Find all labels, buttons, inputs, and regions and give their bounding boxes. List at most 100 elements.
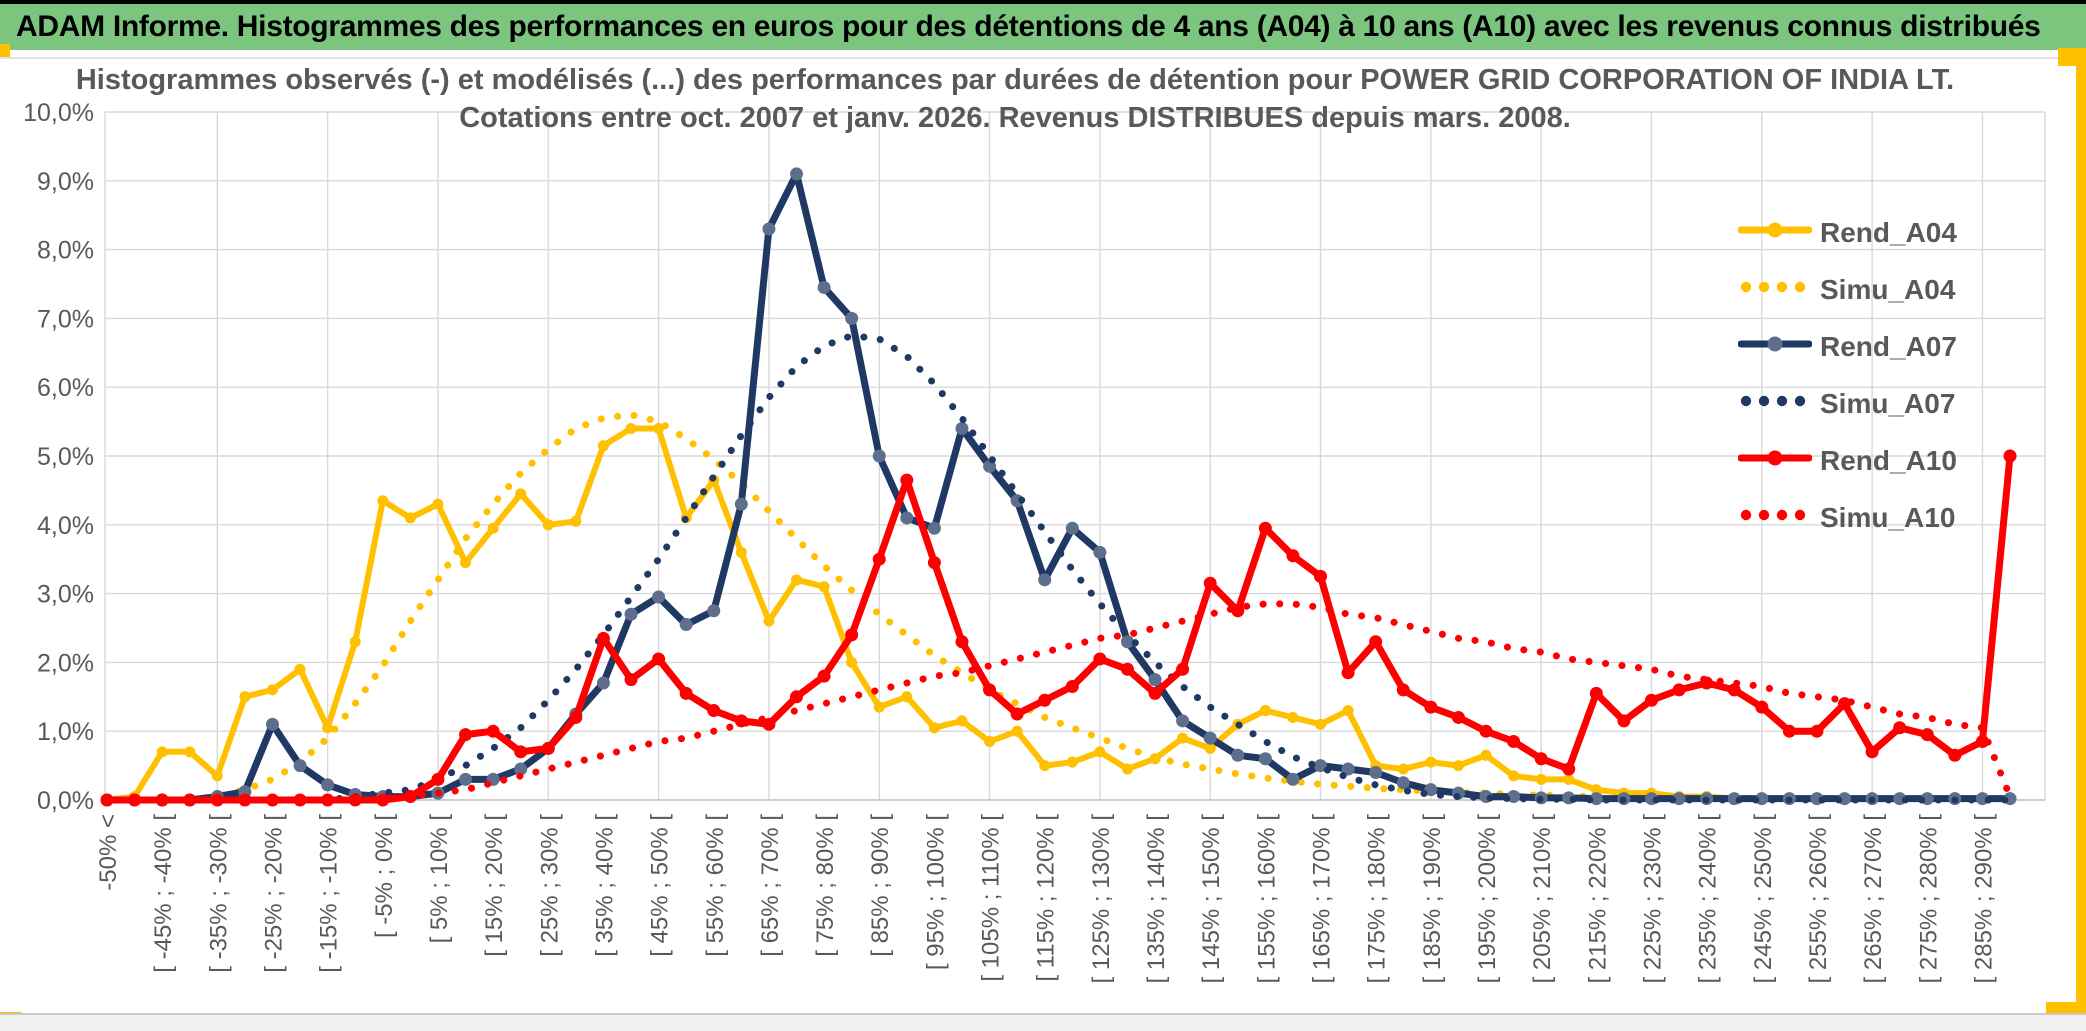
chart-legend: Rend_A04 Simu_A04 Rend_A07 Simu_A07 Rend… <box>1737 204 1957 546</box>
marker-rend_a10 <box>1507 735 1521 749</box>
marker-rend_a07 <box>652 590 666 604</box>
marker-rend_a04 <box>1121 763 1133 775</box>
marker-rend_a07 <box>1203 731 1217 745</box>
marker-rend_a10 <box>652 652 666 666</box>
x-axis-label: [ 35% ; 40% [ <box>591 814 618 957</box>
header-banner: ADAM Informe. Histogrammes des performan… <box>0 0 2086 50</box>
legend-item-simu-a04[interactable]: Simu_A04 <box>1738 261 1957 318</box>
series-rend_a04 <box>106 425 2010 803</box>
marker-rend_a10 <box>1920 728 1934 742</box>
marker-rend_a04 <box>156 746 168 758</box>
marker-rend_a10 <box>1396 683 1410 697</box>
marker-rend_a04 <box>377 495 389 507</box>
x-axis-label: [ 145% ; 150% [ <box>1198 814 1225 984</box>
marker-rend_a10 <box>1755 700 1769 714</box>
marker-rend_a04 <box>211 770 223 782</box>
marker-rend_a10 <box>459 728 473 742</box>
bottom-band <box>0 1015 2086 1031</box>
marker-rend_a04 <box>266 684 278 696</box>
marker-rend_a10 <box>1120 662 1134 676</box>
marker-rend_a10 <box>1617 714 1631 728</box>
marker-rend_a10 <box>817 669 831 683</box>
x-axis-label: [ -45% ; -40% [ <box>150 814 177 973</box>
marker-rend_a04 <box>1259 705 1271 717</box>
x-axis-label: [ 95% ; 100% [ <box>922 814 949 970</box>
marker-rend_a04 <box>928 722 940 734</box>
x-axis-label: [ 5% ; 10% [ <box>426 814 453 944</box>
marker-rend_a07 <box>1672 792 1686 806</box>
legend-swatch-simu-a10 <box>1738 504 1812 531</box>
y-axis-label: 7,0% <box>37 305 94 333</box>
marker-rend_a04 <box>1039 760 1051 772</box>
marker-rend_a10 <box>845 628 859 642</box>
marker-rend_a10 <box>1672 683 1686 697</box>
marker-rend_a07 <box>1120 635 1134 649</box>
marker-rend_a07 <box>265 717 279 731</box>
marker-rend_a07 <box>624 607 638 621</box>
marker-rend_a04 <box>349 636 361 648</box>
marker-rend_a04 <box>791 574 802 586</box>
x-axis-label: [ 175% ; 180% [ <box>1364 814 1391 984</box>
marker-rend_a10 <box>1231 604 1245 618</box>
x-axis-label: [ 275% ; 280% [ <box>1915 814 1942 984</box>
marker-rend_a04 <box>873 701 885 713</box>
y-axis-label: 2,0% <box>37 649 94 677</box>
legend-item-rend-a04[interactable]: Rend_A04 <box>1737 204 1957 261</box>
x-axis-label: [ 215% ; 220% [ <box>1584 814 1611 984</box>
marker-rend_a10 <box>872 552 886 566</box>
marker-rend_a04 <box>1011 725 1023 737</box>
marker-rend_a10 <box>1534 752 1548 766</box>
marker-rend_a07 <box>1065 521 1079 535</box>
marker-rend_a04 <box>404 512 416 524</box>
marker-rend_a10 <box>596 631 610 645</box>
marker-rend_a04 <box>1590 784 1602 796</box>
legend-label: Simu_A10 <box>1820 501 1956 533</box>
marker-rend_a10 <box>1810 724 1824 738</box>
legend-swatch-simu-a07 <box>1738 390 1812 417</box>
x-axis-label: [ 115% ; 120% [ <box>1033 814 1060 982</box>
legend-swatch-simu-a04 <box>1738 276 1812 303</box>
marker-rend_a04 <box>763 615 775 627</box>
marker-rend_a04 <box>570 515 582 527</box>
y-axis-label: 1,0% <box>37 718 94 746</box>
marker-rend_a10 <box>486 724 500 738</box>
legend-item-rend-a07[interactable]: Rend_A07 <box>1737 318 1957 375</box>
marker-rend_a07 <box>321 778 335 792</box>
y-axis-label: 5,0% <box>37 443 94 471</box>
marker-rend_a07 <box>1589 792 1603 806</box>
y-axis-label: 9,0% <box>37 168 94 196</box>
legend-item-simu-a07[interactable]: Simu_A07 <box>1738 375 1957 432</box>
marker-rend_a10 <box>1865 745 1879 759</box>
marker-rend_a10 <box>790 690 803 704</box>
marker-rend_a10 <box>1286 549 1300 563</box>
series-rend_a07 <box>107 170 2010 804</box>
marker-rend_a07 <box>1176 714 1190 728</box>
x-axis-label: [ 245% ; 250% [ <box>1750 814 1777 984</box>
x-axis-label: [ -35% ; -30% [ <box>205 814 232 973</box>
marker-rend_a04 <box>515 488 527 500</box>
legend-swatch-rend-a04 <box>1737 219 1813 246</box>
marker-rend_a04 <box>653 422 665 434</box>
banner-title: ADAM Informe. Histogrammes des performan… <box>16 10 2041 43</box>
x-axis-label: [ 125% ; 130% [ <box>1088 814 1115 984</box>
legend-item-rend-a10[interactable]: Rend_A10 <box>1737 432 1957 489</box>
x-axis-label: [ -25% ; -20% [ <box>260 814 287 973</box>
marker-rend_a10 <box>1838 697 1852 711</box>
marker-rend_a04 <box>1480 749 1492 761</box>
marker-rend_a04 <box>460 557 472 569</box>
marker-rend_a07 <box>1341 762 1355 776</box>
legend-label: Rend_A04 <box>1820 216 1957 248</box>
marker-rend_a07 <box>1396 776 1410 790</box>
marker-rend_a07 <box>817 280 831 294</box>
marker-rend_a04 <box>1563 773 1575 785</box>
marker-rend_a04 <box>294 663 306 675</box>
marker-rend_a10 <box>1314 569 1328 583</box>
marker-rend_a07 <box>900 511 914 525</box>
x-axis-label: [ 225% ; 230% [ <box>1639 814 1666 984</box>
marker-rend_a10 <box>1562 762 1576 776</box>
marker-rend_a10 <box>210 793 224 807</box>
legend-item-simu-a10[interactable]: Simu_A10 <box>1738 489 1957 546</box>
marker-rend_a07 <box>1314 759 1328 773</box>
marker-rend_a10 <box>541 741 555 755</box>
x-axis-label: [ 185% ; 190% [ <box>1419 814 1446 984</box>
